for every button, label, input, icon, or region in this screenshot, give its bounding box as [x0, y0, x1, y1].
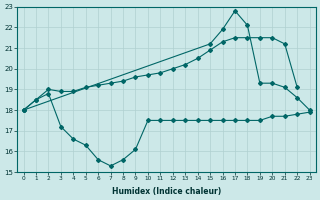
X-axis label: Humidex (Indice chaleur): Humidex (Indice chaleur) [112, 187, 221, 196]
